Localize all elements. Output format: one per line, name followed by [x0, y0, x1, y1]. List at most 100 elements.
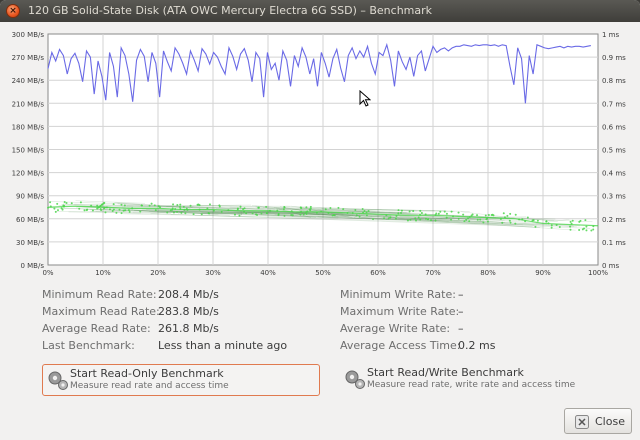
access-time-point [78, 207, 81, 210]
access-time-point [329, 206, 332, 209]
access-time-point [112, 208, 115, 211]
access-time-point [99, 208, 102, 211]
access-time-point [585, 229, 588, 232]
access-time-point [122, 209, 125, 212]
y-right-tick-label: 0.9 ms [602, 54, 626, 62]
access-time-point [490, 214, 493, 217]
avg-access-label: Average Access Time: [340, 339, 461, 352]
access-time-point [514, 222, 517, 225]
access-time-point [590, 229, 593, 232]
avg-write-value: – [458, 322, 464, 335]
access-time-trace [146, 209, 505, 221]
access-time-point [558, 225, 561, 228]
close-x-icon [575, 415, 589, 429]
access-time-point [61, 208, 64, 211]
access-time-point [509, 221, 512, 224]
access-time-trace [179, 209, 535, 226]
access-time-point [484, 214, 487, 217]
y-right-tick-label: 0.3 ms [602, 193, 626, 201]
benchmark-chart-svg: 300 MB/s 270 MB/s 240 MB/s 210 MB/s 180 MB/s… [12, 31, 627, 277]
start-read-write-benchmark-button[interactable]: Start Read/Write Benchmark Measure read … [340, 364, 580, 396]
start-read-only-benchmark-button[interactable]: Start Read-Only Benchmark Measure read r… [42, 364, 320, 396]
access-time-point [354, 208, 357, 211]
access-time-point [128, 210, 131, 213]
access-time-point [176, 210, 179, 213]
access-time-point [337, 206, 340, 209]
access-time-point [148, 204, 151, 207]
access-time-point [419, 218, 422, 221]
access-time-point [437, 212, 440, 215]
access-time-point [63, 201, 66, 204]
access-time-point [550, 224, 553, 227]
access-time-point [506, 214, 509, 217]
access-time-trace [289, 211, 510, 220]
access-time-point [309, 207, 312, 210]
access-time-point [406, 219, 409, 222]
access-time-point [233, 213, 236, 216]
y-right-tick-label: 1 ms [602, 31, 619, 39]
read-rate-line [47, 42, 591, 104]
max-write-value: – [458, 305, 464, 318]
access-time-point [140, 204, 143, 207]
access-time-trace [285, 205, 417, 212]
access-time-point [501, 221, 504, 224]
y-right-tick-label: 0.5 ms [602, 147, 626, 155]
access-time-point [487, 213, 490, 216]
access-time-point [265, 212, 268, 215]
access-time-point [189, 204, 192, 207]
access-time-trace [296, 210, 455, 215]
access-time-point [462, 213, 465, 216]
access-time-point [383, 217, 386, 220]
access-time-point [508, 219, 511, 222]
access-time-trace [114, 202, 293, 216]
access-time-point [361, 208, 364, 211]
access-time-point [465, 218, 468, 221]
access-time-point [450, 210, 453, 213]
access-time-point [56, 202, 59, 205]
access-time-point [363, 209, 366, 212]
access-time-trace [411, 216, 527, 219]
x-tick-label: 70% [425, 269, 441, 277]
access-time-point [331, 214, 334, 217]
access-time-point [569, 225, 572, 228]
access-time-point [108, 208, 111, 211]
access-time-point [476, 218, 479, 221]
access-time-point [291, 214, 294, 217]
close-button[interactable]: Close [564, 408, 632, 434]
y-right-tick-label: 0.4 ms [602, 170, 626, 178]
access-time-point [290, 214, 293, 217]
access-time-point [545, 220, 548, 223]
access-time-point [445, 212, 448, 215]
access-time-point [260, 212, 263, 215]
access-time-point [127, 209, 130, 212]
access-time-point [180, 211, 183, 214]
access-time-point [417, 216, 420, 219]
access-time-point [466, 217, 469, 220]
access-time-point [277, 214, 280, 217]
access-time-point [154, 209, 157, 212]
access-time-point [299, 206, 302, 209]
y-left-tick-label: 240 MB/s [12, 77, 45, 85]
min-read-label: Minimum Read Rate: [42, 288, 157, 301]
access-time-line [47, 205, 599, 227]
access-time-point [251, 212, 254, 215]
access-time-point [414, 217, 417, 220]
access-time-point [584, 219, 587, 222]
access-time-point [208, 203, 211, 206]
access-time-point [439, 210, 442, 213]
access-time-point [176, 203, 179, 206]
access-time-point [408, 210, 411, 213]
access-time-point [236, 207, 239, 210]
access-time-trace [166, 206, 265, 209]
access-time-point [255, 213, 258, 216]
y-right-tick-label: 0.2 ms [602, 216, 626, 224]
x-tick-label: 90% [535, 269, 551, 277]
access-time-point [70, 202, 73, 205]
window-close-button[interactable]: × [6, 4, 20, 18]
access-time-point [56, 209, 59, 212]
access-time-point [212, 209, 215, 212]
access-time-trace [268, 208, 380, 212]
min-write-label: Minimum Write Rate: [340, 288, 456, 301]
access-time-trace [360, 217, 540, 228]
